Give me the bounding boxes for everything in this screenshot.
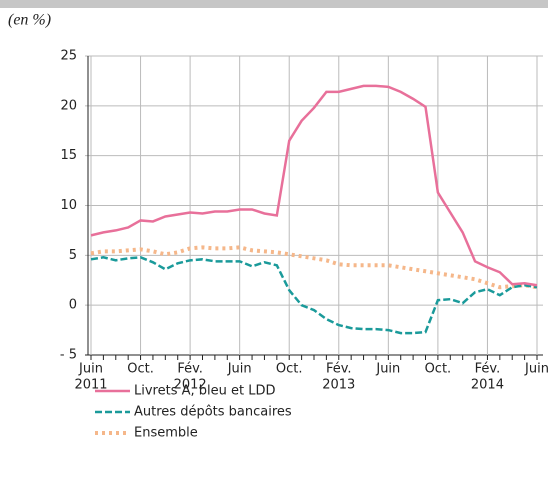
legend-label: Autres dépôts bancaires: [134, 405, 292, 420]
series-line: [90, 256, 538, 335]
x-tick-label: Oct.: [127, 362, 154, 377]
x-year-label: 2012: [174, 378, 207, 393]
y-tick-label: 5: [69, 248, 77, 263]
x-year-label: 2013: [322, 378, 355, 393]
x-tick-label: Oct.: [276, 362, 303, 377]
x-tick-label: Juin: [375, 362, 400, 377]
x-year-label: 2011: [74, 378, 107, 393]
legend-label: Livrets A, bleu et LDD: [134, 384, 276, 399]
x-tick-label: Juin: [78, 362, 103, 377]
y-tick-label: 15: [60, 148, 77, 163]
x-tick-label: Fév.: [475, 362, 501, 377]
y-tick-label: 0: [69, 298, 77, 313]
y-tick-label: - 5: [60, 348, 77, 363]
legend-label: Ensemble: [134, 426, 198, 441]
x-tick-label: Fév.: [326, 362, 352, 377]
unit-label: (en %): [8, 12, 51, 29]
series-line: [90, 84, 538, 287]
y-tick-label: 20: [60, 98, 77, 113]
x-tick-label: Juin: [227, 362, 252, 377]
y-tick-label: 25: [60, 49, 77, 64]
top-band: [0, 0, 548, 8]
x-year-label: 2014: [471, 378, 504, 393]
x-tick-label: Juin: [524, 362, 548, 377]
x-tick-label: Fév.: [177, 362, 203, 377]
x-tick-label: Oct.: [425, 362, 452, 377]
series-line: [90, 245, 538, 290]
y-tick-label: 10: [60, 198, 77, 213]
